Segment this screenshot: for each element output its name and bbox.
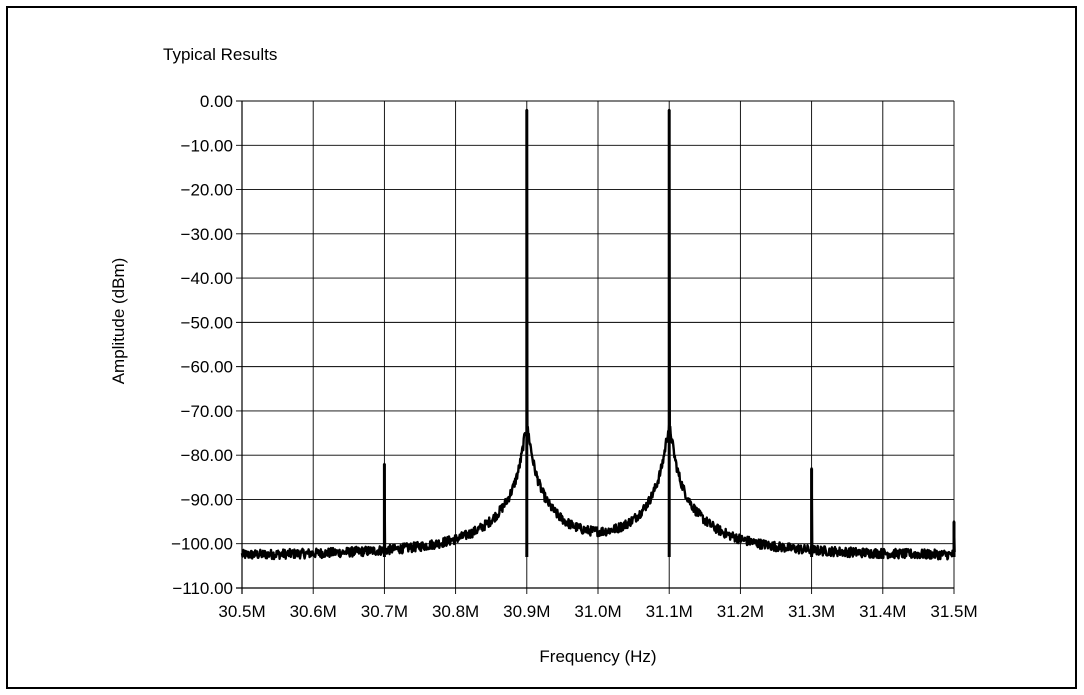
x-tick-label: 31.1M xyxy=(646,602,693,621)
x-axis-ticks: 30.5M 30.6M 30.7M 30.8M 30.9M 31.0M 31.1M 31.2M… xyxy=(218,602,977,621)
y-tick-label: −40.00 xyxy=(181,269,233,288)
y-axis-label: Amplitude (dBm) xyxy=(109,258,128,385)
y-tick-label: −110.00 xyxy=(172,579,233,598)
x-axis-label: Frequency (Hz) xyxy=(539,647,656,666)
x-tick-label: 30.5M xyxy=(218,602,265,621)
spectrum-trace xyxy=(240,108,956,561)
x-tick-label: 31.5M xyxy=(930,602,977,621)
x-tick-label: 30.8M xyxy=(432,602,479,621)
y-tick-label: −20.00 xyxy=(181,181,233,200)
x-tick-label: 31.0M xyxy=(574,602,621,621)
chart-title: Typical Results xyxy=(163,45,277,64)
figure-frame xyxy=(6,6,1077,689)
y-tick-label: −100.00 xyxy=(171,535,233,554)
x-tick-label: 30.9M xyxy=(503,602,550,621)
x-tick-label: 31.4M xyxy=(859,602,906,621)
peak-markers xyxy=(382,109,956,558)
x-tick-label: 31.2M xyxy=(717,602,764,621)
y-tick-label: −70.00 xyxy=(181,402,233,421)
x-tick-label: 31.3M xyxy=(788,602,835,621)
y-tick-label: −80.00 xyxy=(181,446,233,465)
y-tick-label: −10.00 xyxy=(181,136,233,155)
y-tick-label: 0.00 xyxy=(200,92,233,111)
y-tick-label: −50.00 xyxy=(181,313,233,332)
x-tick-label: 30.7M xyxy=(361,602,408,621)
grid xyxy=(236,100,955,594)
y-tick-label: −60.00 xyxy=(181,358,233,377)
y-tick-label: −90.00 xyxy=(181,490,233,509)
x-tick-label: 30.6M xyxy=(290,602,337,621)
y-tick-label: −30.00 xyxy=(181,225,233,244)
y-axis-ticks: 0.00 −10.00 −20.00 −30.00 −40.00 −50.00 −60.00… xyxy=(171,92,233,598)
